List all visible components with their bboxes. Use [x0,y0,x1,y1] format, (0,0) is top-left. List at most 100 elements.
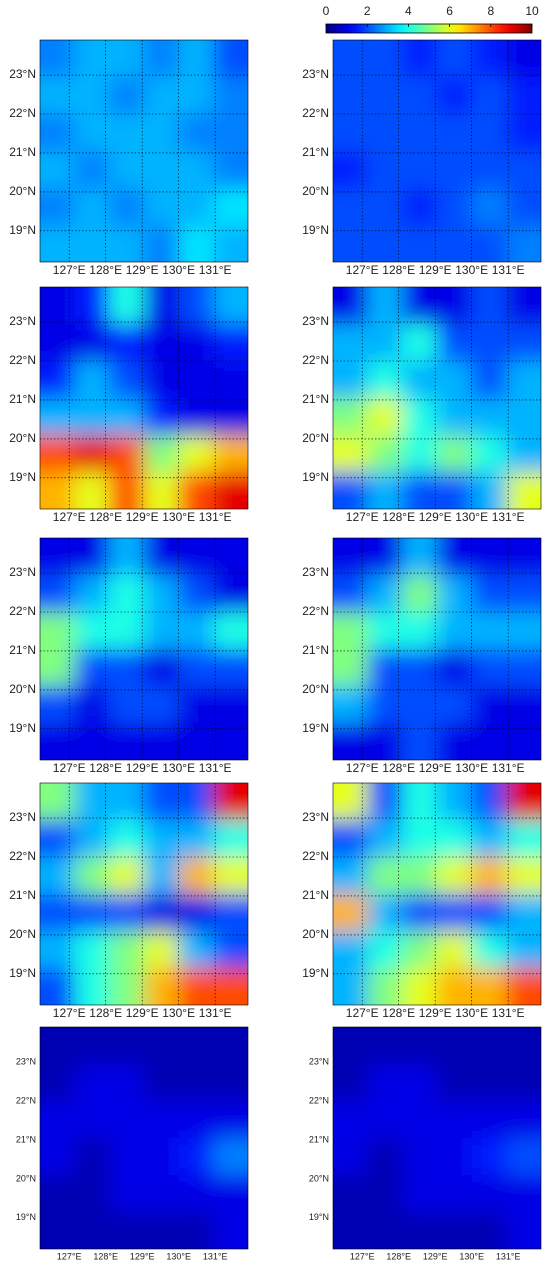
x-tick-label: 129°E [126,761,159,775]
cell [367,324,404,362]
x-tick-label: 131°E [492,263,525,277]
cell [144,324,180,362]
x-tick-label: 127°E [346,510,379,524]
cell [74,783,111,821]
panel [40,1027,248,1249]
cell [367,857,404,895]
y-tick-label: 23°N [302,314,329,328]
cell [144,435,180,473]
cell [74,649,111,687]
cell [402,783,438,821]
field [333,1027,541,1249]
cell [333,968,369,1005]
x-tick-label: 129°E [126,1006,159,1020]
cell [367,1027,404,1065]
cell [213,1175,248,1213]
cell [437,538,473,576]
cell [471,225,508,262]
cell [471,1101,508,1139]
cell [367,1138,404,1176]
cell [109,686,145,724]
cell [178,1212,215,1249]
field [333,287,541,509]
cell [109,931,145,969]
cell [367,114,404,152]
cell [471,723,508,760]
y-tick-label: 21°N [302,888,329,902]
cell [506,1175,541,1213]
cell [40,783,76,821]
cell [109,114,145,152]
cell [213,894,248,932]
cell [471,287,508,325]
y-tick-label: 19°N [302,721,329,735]
cell [74,968,111,1005]
cell [437,1027,473,1065]
cell [144,931,180,969]
y-tick-label: 23°N [302,810,329,824]
cell [437,1101,473,1139]
cell [402,472,438,509]
cell [506,538,541,576]
y-tick-label: 21°N [9,888,36,902]
cell [506,857,541,895]
colorbar-tick-label: 4 [405,4,412,18]
cell [144,1064,180,1102]
x-tick-label: 130°E [162,761,195,775]
cell [471,968,508,1005]
cell [402,612,438,650]
cell [144,575,180,613]
cell [178,1064,215,1102]
y-tick-label: 20°N [302,927,329,941]
cell [333,538,369,576]
cell [109,649,145,687]
x-tick-label: 127°E [346,1006,379,1020]
cell [471,1212,508,1249]
panel-frame [39,537,249,761]
cell [333,361,369,399]
panel-frame [39,39,249,263]
y-tick-label: 23°N [309,1056,329,1066]
x-tick-label: 131°E [492,761,525,775]
x-tick-label: 127°E [53,1006,86,1020]
cell [144,783,180,821]
cell [178,649,215,687]
cell [40,398,76,436]
cell [367,686,404,724]
cell [178,287,215,325]
cell [178,1175,215,1213]
cell [471,398,508,436]
cell [437,857,473,895]
cell [333,931,369,969]
cell [437,287,473,325]
y-tick-label: 21°N [16,1134,36,1144]
cell [471,538,508,576]
cell [74,612,111,650]
cell [74,40,111,78]
cell [74,77,111,115]
cell [178,931,215,969]
colorbar-tick-label: 8 [487,4,494,18]
cell [367,968,404,1005]
panel-frame [39,286,249,510]
cell [402,649,438,687]
x-tick-label: 129°E [126,510,159,524]
cell [178,77,215,115]
cell [109,575,145,613]
panel [40,287,248,509]
cell [178,361,215,399]
cell [213,1064,248,1102]
cell [471,1138,508,1176]
y-tick-label: 23°N [9,314,36,328]
cell [144,1175,180,1213]
cell [178,538,215,576]
cell [506,188,541,226]
cell [213,287,248,325]
cell [333,114,369,152]
cell [40,40,76,78]
cell [109,1175,145,1213]
panel-frame [332,286,542,510]
cell [74,398,111,436]
cell [506,287,541,325]
cell [506,398,541,436]
